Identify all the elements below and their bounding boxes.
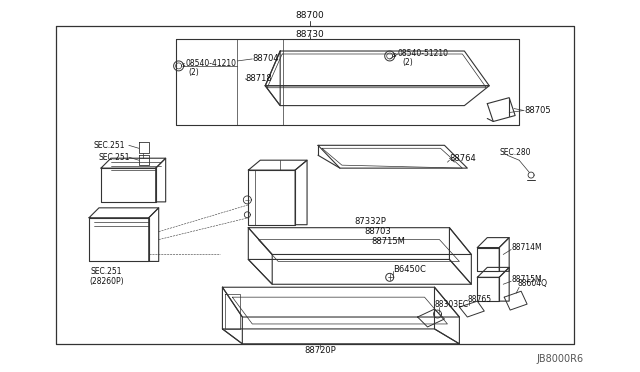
Text: 88704: 88704 [252, 54, 279, 64]
Text: SEC.251: SEC.251 [91, 267, 122, 276]
Text: 88303EC: 88303EC [435, 299, 468, 309]
Text: SEC.251: SEC.251 [99, 153, 131, 162]
Text: 88718: 88718 [245, 74, 272, 83]
Text: 88764: 88764 [449, 154, 476, 163]
Text: S: S [393, 54, 396, 58]
Text: 88714M: 88714M [511, 243, 542, 252]
Text: 88720P: 88720P [304, 346, 336, 355]
Text: 08540-41210: 08540-41210 [186, 60, 237, 68]
Text: 87332P: 87332P [355, 217, 387, 226]
Text: 88730: 88730 [296, 30, 324, 39]
Text: B6450C: B6450C [393, 265, 426, 274]
Text: 88715M: 88715M [511, 275, 542, 284]
Text: 88705: 88705 [524, 106, 551, 115]
Text: SEC.251: SEC.251 [94, 141, 125, 150]
Text: 88703: 88703 [365, 227, 392, 236]
Text: 88765: 88765 [467, 295, 492, 304]
Text: 08540-51210: 08540-51210 [397, 49, 449, 58]
Text: SEC.280: SEC.280 [499, 148, 531, 157]
Text: 88604Q: 88604Q [517, 279, 547, 288]
Text: (28260P): (28260P) [89, 277, 124, 286]
Text: 88700: 88700 [296, 11, 324, 20]
Text: S: S [182, 63, 186, 68]
Text: JB8000R6: JB8000R6 [537, 354, 584, 364]
Text: (2): (2) [189, 68, 199, 77]
Text: (2): (2) [403, 58, 413, 67]
Text: 88715M: 88715M [372, 237, 406, 246]
